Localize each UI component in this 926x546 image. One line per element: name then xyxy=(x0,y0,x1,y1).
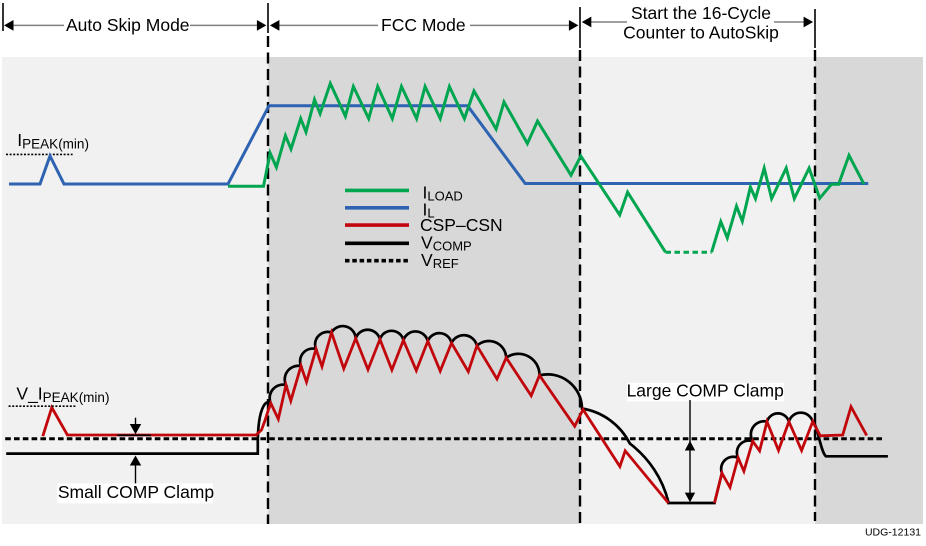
svg-text:FCC Mode: FCC Mode xyxy=(381,15,466,35)
svg-text:IL: IL xyxy=(423,200,435,221)
svg-text:ILOAD: ILOAD xyxy=(423,182,463,203)
svg-text:Small COMP Clamp: Small COMP Clamp xyxy=(58,482,214,502)
svg-text:Counter to AutoSkip: Counter to AutoSkip xyxy=(623,23,779,43)
svg-text:V_IPEAK(min): V_IPEAK(min) xyxy=(16,383,109,405)
svg-text:UDG-12131: UDG-12131 xyxy=(865,526,921,538)
svg-text:Start the 16-Cycle: Start the 16-Cycle xyxy=(631,3,771,23)
svg-text:CSP–CSN: CSP–CSN xyxy=(420,215,503,235)
svg-text:VCOMP: VCOMP xyxy=(421,233,472,254)
svg-text:VREF: VREF xyxy=(421,250,459,271)
svg-text:Auto Skip Mode: Auto Skip Mode xyxy=(66,15,190,35)
svg-text:Large COMP Clamp: Large COMP Clamp xyxy=(627,381,784,401)
